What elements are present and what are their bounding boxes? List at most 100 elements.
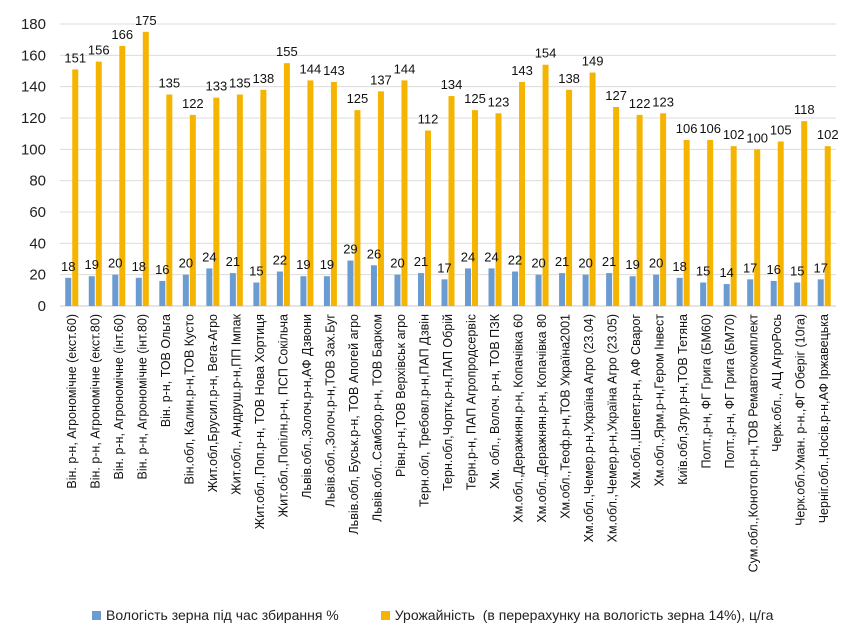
data-label-yield: 134 xyxy=(441,77,463,92)
data-label-moisture: 14 xyxy=(719,265,733,280)
data-label-moisture: 16 xyxy=(155,262,169,277)
data-label-yield: 105 xyxy=(770,123,792,138)
data-label-yield: 137 xyxy=(370,72,392,87)
data-label-yield: 155 xyxy=(276,44,298,59)
category-label: Сум.обл.,Конотоп.р-н,ТОВ Ремавтокомплект xyxy=(747,314,761,573)
bar-moisture xyxy=(323,276,330,306)
bar-yield xyxy=(495,113,502,306)
legend-label-moisture: Вологість зерна під час збирання % xyxy=(106,607,339,623)
data-label-moisture: 16 xyxy=(766,262,780,277)
data-label-moisture: 18 xyxy=(672,259,686,274)
bar-yield xyxy=(801,121,808,306)
bar-yield xyxy=(613,107,620,307)
bar-yield xyxy=(824,146,831,306)
category-labels: Він. р-н, Агрономічне (екст.60) Він. р-н,… xyxy=(65,313,831,572)
bar-yield xyxy=(377,91,384,306)
bar-yield xyxy=(72,69,79,306)
data-label-yield: 102 xyxy=(723,127,745,142)
data-label-yield: 149 xyxy=(582,54,604,69)
data-label-yield: 106 xyxy=(676,121,698,136)
category-label: Жит.обл.,Поп.р-н, ТОВ Нова Хортиця xyxy=(253,314,267,529)
bar-yield xyxy=(448,96,455,306)
category-label: Жит.обл,Брусил.р-н, Вега-Агро xyxy=(206,314,220,492)
bar-moisture xyxy=(747,279,754,306)
data-label-moisture: 20 xyxy=(578,256,592,271)
bar-moisture xyxy=(653,274,660,306)
category-label: Хм.обл.,Чемер.р-н,Україна Агро (23.04) xyxy=(582,314,596,542)
bar-moisture xyxy=(229,273,236,306)
data-label-yield: 122 xyxy=(182,96,204,111)
bar-yield xyxy=(236,94,243,306)
bar-moisture xyxy=(465,268,472,306)
bar-moisture xyxy=(817,279,824,306)
category-label: Черніг.обл.,Носів.р-н,АФ Іржавецька xyxy=(817,314,831,523)
bar-moisture xyxy=(723,284,730,306)
bar-moisture xyxy=(300,276,307,306)
data-label-yield: 154 xyxy=(535,46,557,61)
bar-yield xyxy=(330,81,337,306)
y-tick-label: 120 xyxy=(21,110,46,127)
bar-yield xyxy=(754,149,761,306)
bar-yield xyxy=(95,61,102,306)
data-label-yield: 100 xyxy=(746,130,768,145)
bar-moisture xyxy=(535,274,542,306)
bar-yield xyxy=(636,114,643,306)
data-label-yield: 135 xyxy=(158,76,180,91)
category-label: Львів.обл.,Золоч.р-н,АФ Дзвони xyxy=(300,314,314,499)
bar-yield xyxy=(566,89,573,306)
bar-moisture xyxy=(253,282,260,306)
data-label-moisture: 20 xyxy=(108,256,122,271)
bar-yield xyxy=(472,110,479,307)
category-label: Жит.обл., Андруш.р-н,ПП Імпак xyxy=(229,313,243,494)
bar-moisture xyxy=(206,268,213,306)
y-tick-label: 0 xyxy=(38,298,46,315)
y-tick-label: 60 xyxy=(29,204,46,221)
category-label: Хм.обл.,Теоф.р-н,ТОВ Україна2001 xyxy=(559,314,573,519)
data-label-moisture: 18 xyxy=(132,259,146,274)
data-label-moisture: 21 xyxy=(414,254,428,269)
category-label: Київ.обл,Згур.р-н,ТОВ Тетяна xyxy=(676,314,690,485)
category-label: Львів.обл.,Золоч.р-н,ТОВ Зах.Буг xyxy=(323,314,337,508)
category-label: Він. р-н, Агрономічне (інт.60) xyxy=(112,314,126,480)
category-label: Львів.обл..Самбор.р-н, ТОВ Барком xyxy=(370,314,384,522)
bar-moisture xyxy=(582,274,589,306)
data-labels: 18 151 19 156 20 166 18 175 16 135 20 122 24 133 21 135… xyxy=(61,13,839,280)
legend-item-moisture: Вологість зерна під час збирання % xyxy=(92,607,339,623)
bar-moisture xyxy=(559,273,566,306)
category-label: Хм.обл.,Деражнян.р-н, Копачівка 60 xyxy=(512,314,526,523)
data-label-moisture: 21 xyxy=(602,254,616,269)
data-label-yield: 143 xyxy=(323,63,345,78)
bar-moisture xyxy=(700,282,707,306)
bar-moisture xyxy=(112,274,119,306)
bar-yield xyxy=(307,80,314,307)
category-label: Черк.обл., АЦ АгроРось xyxy=(770,314,784,452)
y-tick-label: 80 xyxy=(29,173,46,190)
bar-moisture xyxy=(629,276,636,306)
bar-yield xyxy=(142,31,149,306)
category-label: Хм.обл.,Деражнян.р-н, Копачівка 80 xyxy=(535,314,549,523)
data-label-moisture: 17 xyxy=(814,260,828,275)
bar-yield xyxy=(119,45,126,306)
category-label: Хм.обл.,Чемер.р-н,Україна Агро (23.05) xyxy=(606,314,620,542)
bar-moisture xyxy=(135,277,142,306)
bar-moisture xyxy=(794,282,801,306)
category-label: Хм. обл., Волоч. р-н, ТОВ ПЗК xyxy=(488,313,502,489)
category-label: Він. р-н, ТОВ Ольга xyxy=(159,314,173,427)
data-label-yield: 144 xyxy=(300,61,322,76)
legend-label-yield: Урожайність (в перерахунку на вологість … xyxy=(394,607,774,623)
bar-yield xyxy=(683,139,690,306)
data-label-yield: 112 xyxy=(418,112,439,127)
category-label: Терн.обл,Чортк.р-н,ПАП Обрій xyxy=(441,314,455,491)
bars xyxy=(65,31,831,307)
data-label-yield: 151 xyxy=(64,50,86,65)
data-label-yield: 138 xyxy=(253,71,275,86)
data-label-moisture: 26 xyxy=(367,246,381,261)
data-label-yield: 123 xyxy=(488,94,510,109)
data-label-moisture: 15 xyxy=(696,264,710,279)
bar-yield xyxy=(260,89,267,306)
data-label-yield: 133 xyxy=(205,79,227,94)
gridlines xyxy=(60,23,836,307)
data-label-moisture: 20 xyxy=(531,256,545,271)
category-label: Хм.обл.,Шепет.р-н, АФ Сварог xyxy=(629,314,643,489)
